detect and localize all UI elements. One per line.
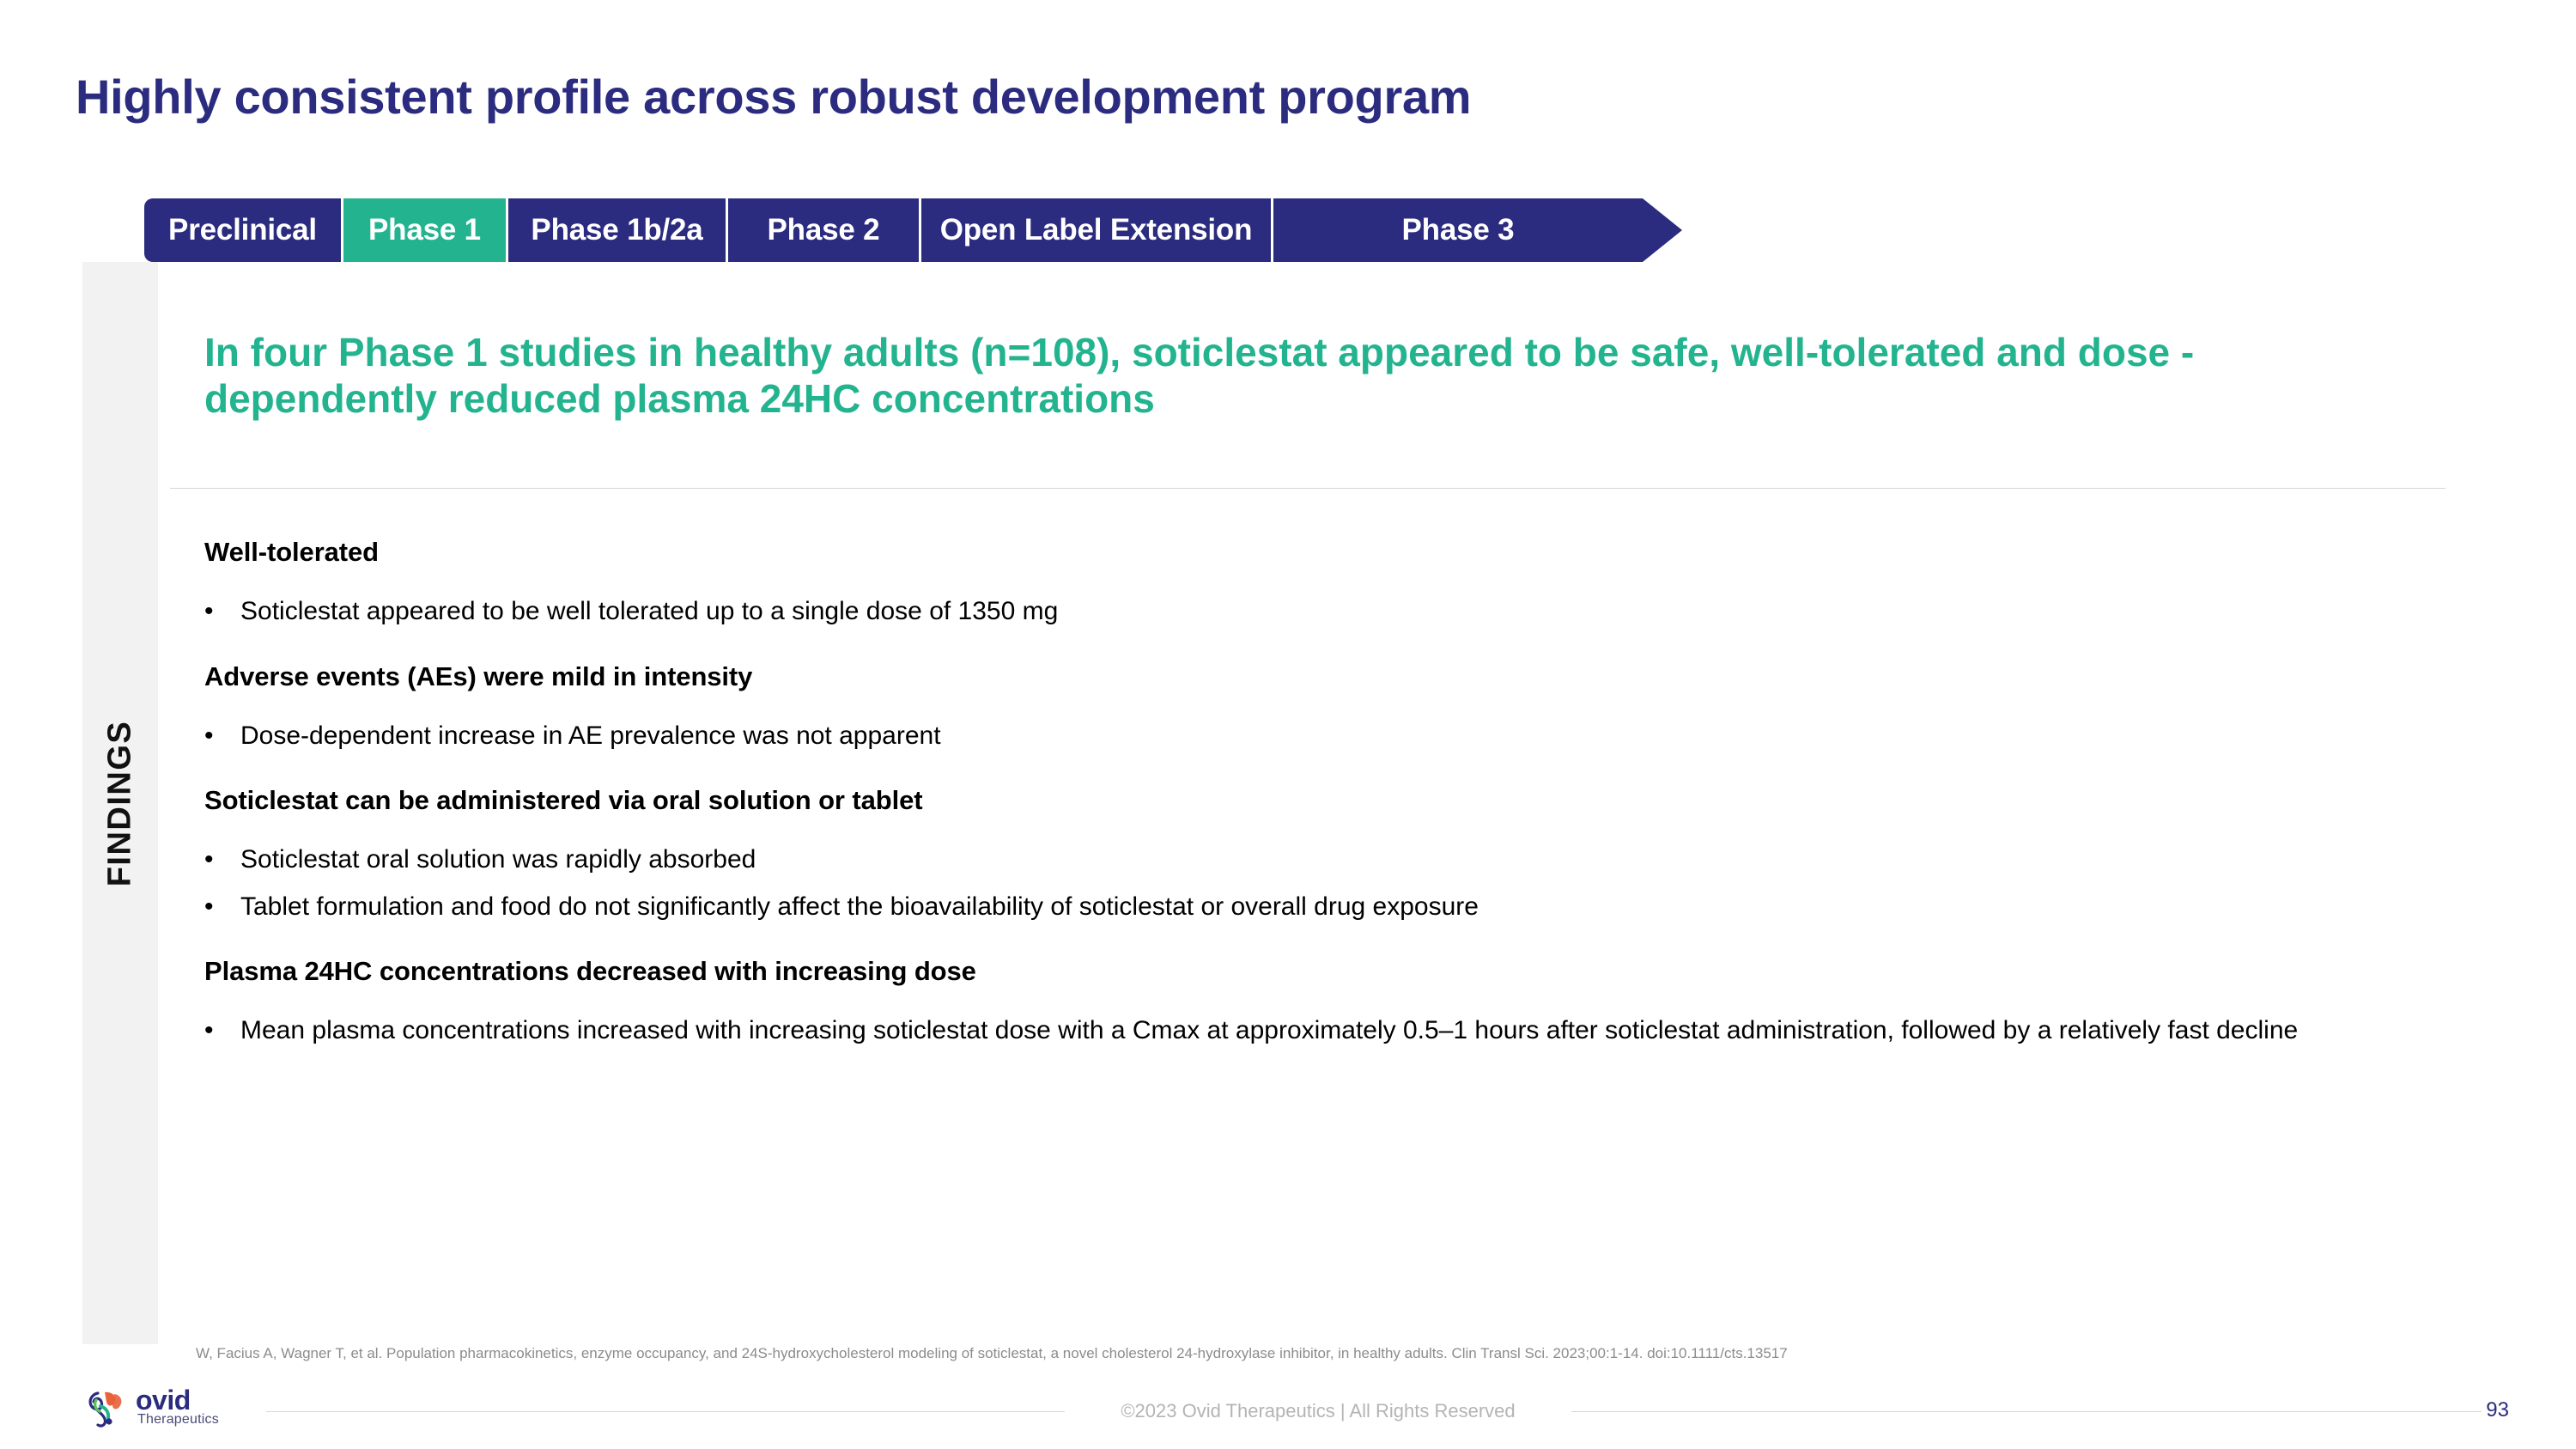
bullet-dot-icon: • bbox=[204, 845, 214, 874]
phase-segment-label: Phase 1 bbox=[368, 213, 481, 247]
phase-segment-label: Preclinical bbox=[168, 213, 317, 247]
findings-body: Well-tolerated • Soticlestat appeared to b… bbox=[204, 537, 2454, 1081]
phase-segment-phase-2[interactable]: Phase 2 bbox=[728, 198, 921, 262]
phase-segment-phase-1b-2a[interactable]: Phase 1b/2a bbox=[508, 198, 728, 262]
bullet-dot-icon: • bbox=[204, 892, 214, 921]
bullet-text: Soticlestat oral solution was rapidly ab… bbox=[240, 845, 756, 874]
ovid-brain-swirl-icon bbox=[86, 1390, 131, 1429]
footer-copyright: ©2023 Ovid Therapeutics | All Rights Res… bbox=[1121, 1400, 1516, 1422]
findings-block: Well-tolerated • Soticlestat appeared to b… bbox=[204, 537, 2454, 630]
phase-segment-open-label-extension[interactable]: Open Label Extension bbox=[921, 198, 1273, 262]
findings-block-heading: Plasma 24HC concentrations decreased wit… bbox=[204, 956, 976, 987]
bullet-item: • Dose-dependent increase in AE prevalenc… bbox=[204, 718, 2454, 755]
bullet-item: • Soticlestat oral solution was rapidly a… bbox=[204, 842, 2454, 879]
ovid-logo-tagline: Therapeutics bbox=[137, 1412, 219, 1427]
bullet-dot-icon: • bbox=[204, 721, 214, 750]
phase-segment-preclinical[interactable]: Preclinical bbox=[144, 198, 343, 262]
bullet-dot-icon: • bbox=[204, 1016, 214, 1045]
bullet-item: • Tablet formulation and food do not sign… bbox=[204, 889, 2454, 926]
bullet-dot-icon: • bbox=[204, 597, 214, 625]
bullet-text: Mean plasma concentrations increased wit… bbox=[240, 1016, 2299, 1045]
phase-segment-phase-3[interactable]: Phase 3 bbox=[1273, 198, 1643, 262]
page-number: 93 bbox=[2486, 1398, 2509, 1422]
findings-block-heading: Adverse events (AEs) were mild in intens… bbox=[204, 661, 753, 691]
phase-progress-bar: Preclinical Phase 1 Phase 1b/2a Phase 2 Open… bbox=[144, 198, 1682, 262]
findings-block: Plasma 24HC concentrations decreased wit… bbox=[204, 956, 2454, 1050]
ovid-logo-wordmark: ovid bbox=[136, 1385, 191, 1416]
findings-block-heading: Soticlestat can be administered via oral… bbox=[204, 785, 923, 816]
footer-rule-right bbox=[1571, 1411, 2482, 1412]
phase-segment-label: Phase 1b/2a bbox=[531, 213, 703, 247]
findings-block-heading: Well-tolerated bbox=[204, 537, 380, 567]
phase-segment-phase-1[interactable]: Phase 1 bbox=[343, 198, 508, 262]
page-title: Highly consistent profile across robust … bbox=[76, 70, 1472, 124]
ovid-logo: ovid Therapeutics bbox=[86, 1386, 236, 1436]
findings-rail-label: FINDINGS bbox=[82, 262, 158, 1344]
bullet-item: • Soticlestat appeared to be well tolerat… bbox=[204, 594, 2454, 630]
bullet-text: Soticlestat appeared to be well tolerate… bbox=[240, 597, 1059, 625]
findings-rail-label-text: FINDINGS bbox=[101, 720, 138, 886]
headline-divider bbox=[170, 488, 2445, 489]
footer-rule-left bbox=[266, 1411, 1065, 1412]
findings-rail-background bbox=[82, 262, 158, 1344]
findings-block: Soticlestat can be administered via oral… bbox=[204, 785, 2454, 925]
phase-segment-label: Open Label Extension bbox=[939, 213, 1253, 247]
phase-segment-label: Phase 2 bbox=[767, 213, 880, 247]
citation-text: W, Facius A, Wagner T, et al. Population… bbox=[196, 1345, 1788, 1361]
phase-bar-arrow-icon bbox=[1643, 198, 1682, 262]
bullet-item: • Mean plasma concentrations increased wi… bbox=[204, 1013, 2454, 1050]
findings-block: Adverse events (AEs) were mild in intens… bbox=[204, 661, 2454, 755]
bullet-text: Tablet formulation and food do not signi… bbox=[240, 892, 1479, 921]
section-headline: In four Phase 1 studies in healthy adult… bbox=[204, 330, 2195, 422]
phase-segment-label: Phase 3 bbox=[1401, 213, 1515, 247]
bullet-text: Dose-dependent increase in AE prevalence… bbox=[240, 721, 941, 750]
